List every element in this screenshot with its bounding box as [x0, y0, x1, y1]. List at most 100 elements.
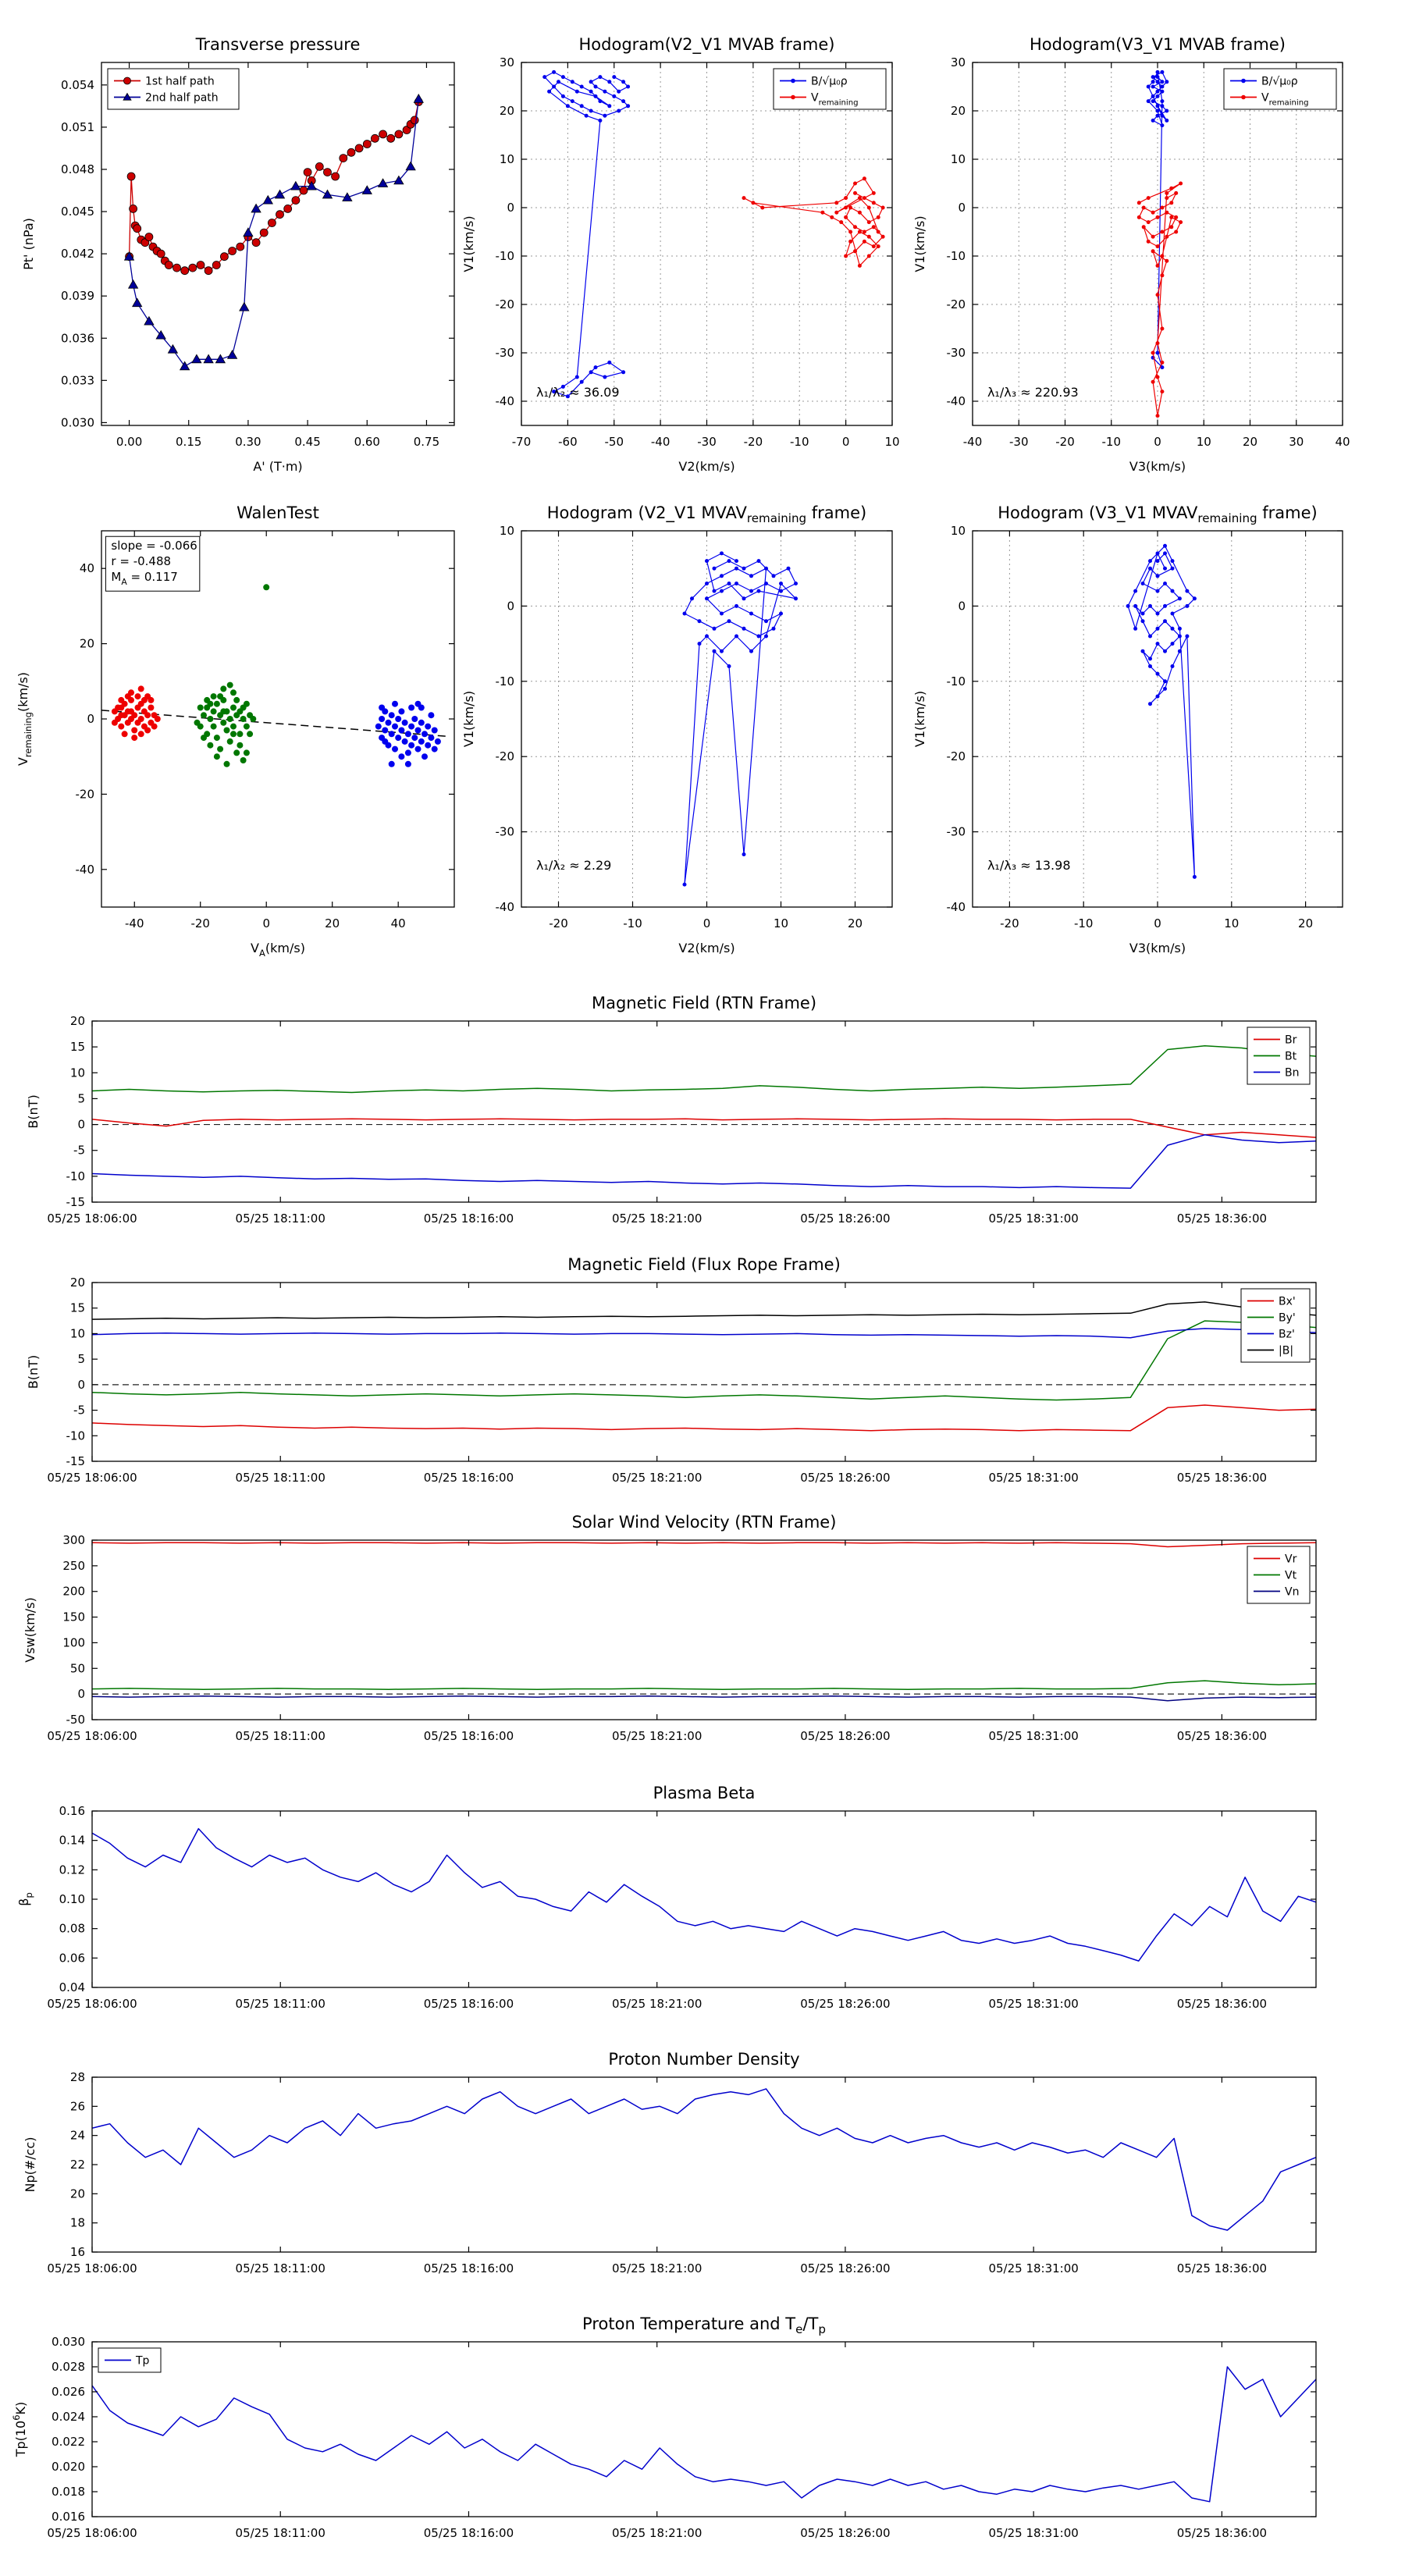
x-tick-label: 10: [774, 916, 788, 930]
chart-hodogram_v2v1_mvab: -70 -60 -50 -40 -30 -20 -10 0 10 -40 -30 -20 -10 0 10 2…: [461, 35, 900, 474]
series-group: [101, 584, 448, 767]
plot-frame: [91, 1282, 1317, 1462]
x-tick-label: 0: [842, 435, 850, 449]
y-tick-label: 0.08: [59, 1922, 85, 1936]
x-tick-label: 05/25 18:21:00: [612, 2261, 702, 2275]
x-tick-label: 0.60: [354, 435, 380, 449]
legend: 1st half path 2nd half path: [107, 68, 240, 110]
y-tick-label: 0.06: [59, 1951, 85, 1965]
y-tick-label: -30: [947, 346, 966, 360]
x-tick-label: 05/25 18:26:00: [800, 1471, 890, 1485]
x-tick-label: 20: [1243, 435, 1257, 449]
series-group: [92, 1301, 1316, 1432]
y-tick-label: -20: [947, 749, 966, 763]
legend-label: Bz': [1279, 1329, 1295, 1341]
y-axis-label: V1(km/s): [912, 691, 927, 747]
legend-marker-dot: [1241, 94, 1246, 100]
y-tick-label: 100: [62, 1635, 85, 1649]
legend: B/√μ₀ρ Vremaining: [773, 68, 887, 110]
series-group: [1126, 543, 1197, 879]
series-B: [684, 553, 797, 885]
y-tick-label: 10: [951, 152, 966, 166]
legend: Tp: [98, 2347, 162, 2373]
x-tick-label: -40: [125, 916, 144, 930]
series-Bn: [92, 1134, 1316, 1189]
y-tick-label: 0.030: [52, 2335, 85, 2349]
x-tick-label: 05/25 18:16:00: [424, 1729, 514, 1743]
y-tick-label: 0.045: [61, 205, 94, 219]
chart-title: Solar Wind Velocity (RTN Frame): [572, 1513, 837, 1532]
x-axis-label: VA(km/s): [251, 941, 305, 959]
x-axis-label: V2(km/s): [678, 459, 735, 474]
chart-proton_density: 05/25 18:06:00 05/25 18:11:00 05/25 18:16:…: [23, 2050, 1317, 2275]
plot-background: [92, 1021, 1316, 1202]
y-tick-label: -20: [947, 297, 966, 311]
x-tick-label: 05/25 18:26:00: [800, 2526, 890, 2540]
y-tick-label: 0.026: [52, 2385, 85, 2399]
x-axis-label: V2(km/s): [678, 941, 735, 955]
x-tick-label: 05/25 18:21:00: [612, 1471, 702, 1485]
chart-walen_test: -40 -20 0 20 40 -40 -20 0 20 40 WalenTest VA(km/s) V…: [16, 503, 455, 959]
y-tick-label: 0: [958, 201, 966, 215]
x-axis-label: V3(km/s): [1129, 941, 1186, 955]
y-tick-label: 18: [70, 2216, 85, 2230]
y-tick-label: 0.042: [61, 247, 94, 261]
series-group: [542, 69, 885, 399]
x-tick-label: 05/25 18:16:00: [424, 1212, 514, 1226]
y-tick-label: 20: [500, 104, 514, 118]
legend-label: Vn: [1285, 1586, 1299, 1599]
chart-vsw_rtn: 05/25 18:06:00 05/25 18:11:00 05/25 18:16:…: [23, 1513, 1317, 1743]
plot-background: [101, 62, 454, 425]
plot-background: [92, 1283, 1316, 1461]
x-tick-label: 05/25 18:36:00: [1177, 2261, 1267, 2275]
plot-frame: [101, 62, 455, 426]
y-tick-label: 10: [951, 524, 966, 538]
series-beta: [92, 1827, 1316, 1962]
x-tick-label: 05/25 18:26:00: [800, 1212, 890, 1226]
series-Vr: [92, 1542, 1316, 1548]
annotation-text: λ₁/λ₂ ≈ 2.29: [536, 858, 611, 873]
y-tick-label: 0: [87, 712, 94, 726]
legend-label: Vr: [1285, 1553, 1297, 1566]
y-axis-label: Vremaining(km/s): [16, 672, 34, 766]
y-tick-label: -20: [496, 749, 515, 763]
y-tick-label: 26: [70, 2099, 85, 2113]
x-tick-label: 05/25 18:16:00: [424, 2526, 514, 2540]
chart-title: Plasma Beta: [653, 1784, 756, 1802]
x-tick-label: 0: [1154, 435, 1161, 449]
y-tick-label: -30: [496, 346, 515, 360]
x-tick-label: 05/25 18:26:00: [800, 1997, 890, 2011]
y-tick-label: -10: [66, 1169, 86, 1183]
legend-label: Tp: [135, 2355, 150, 2368]
y-tick-label: -5: [73, 1144, 85, 1158]
plot-background: [92, 1811, 1316, 1987]
plot-frame: [91, 1539, 1317, 1720]
legend-marker-dot: [791, 78, 795, 84]
y-tick-label: 0.016: [52, 2510, 85, 2524]
x-tick-label: 40: [391, 916, 406, 930]
x-tick-label: 05/25 18:36:00: [1177, 1212, 1267, 1226]
x-tick-label: 05/25 18:16:00: [424, 1997, 514, 2011]
series-Vn: [92, 1695, 1316, 1702]
chart-proton_temp: 05/25 18:06:00 05/25 18:11:00 05/25 18:16:…: [11, 2314, 1317, 2540]
x-tick-label: 10: [1224, 916, 1239, 930]
x-axis-label: A' (T·m): [253, 459, 302, 474]
y-tick-label: 0.036: [61, 331, 94, 345]
x-tick-label: -20: [1055, 435, 1075, 449]
y-tick-label: -40: [496, 394, 515, 408]
series-group: [92, 1542, 1316, 1702]
y-tick-label: 0.039: [61, 289, 94, 303]
chart-title: Proton Number Density: [608, 2050, 799, 2069]
chart-title: Hodogram (V3_V1 MVAVremaining frame): [998, 503, 1318, 525]
y-tick-label: 0: [958, 599, 966, 613]
y-tick-label: -15: [66, 1195, 86, 1209]
chart-mag_fluxrope: 05/25 18:06:00 05/25 18:11:00 05/25 18:16:…: [26, 1255, 1317, 1485]
y-axis-label: B(nT): [26, 1094, 41, 1128]
y-tick-label: 0.10: [59, 1892, 85, 1906]
legend-marker-triangle: [123, 92, 132, 101]
y-tick-label: 24: [70, 2129, 85, 2143]
annotation-text: λ₁/λ₃ ≈ 220.93: [987, 385, 1079, 400]
series-By': [92, 1320, 1316, 1401]
x-tick-label: 05/25 18:11:00: [236, 1997, 325, 2011]
stats-line: MA = 0.117: [111, 570, 177, 587]
